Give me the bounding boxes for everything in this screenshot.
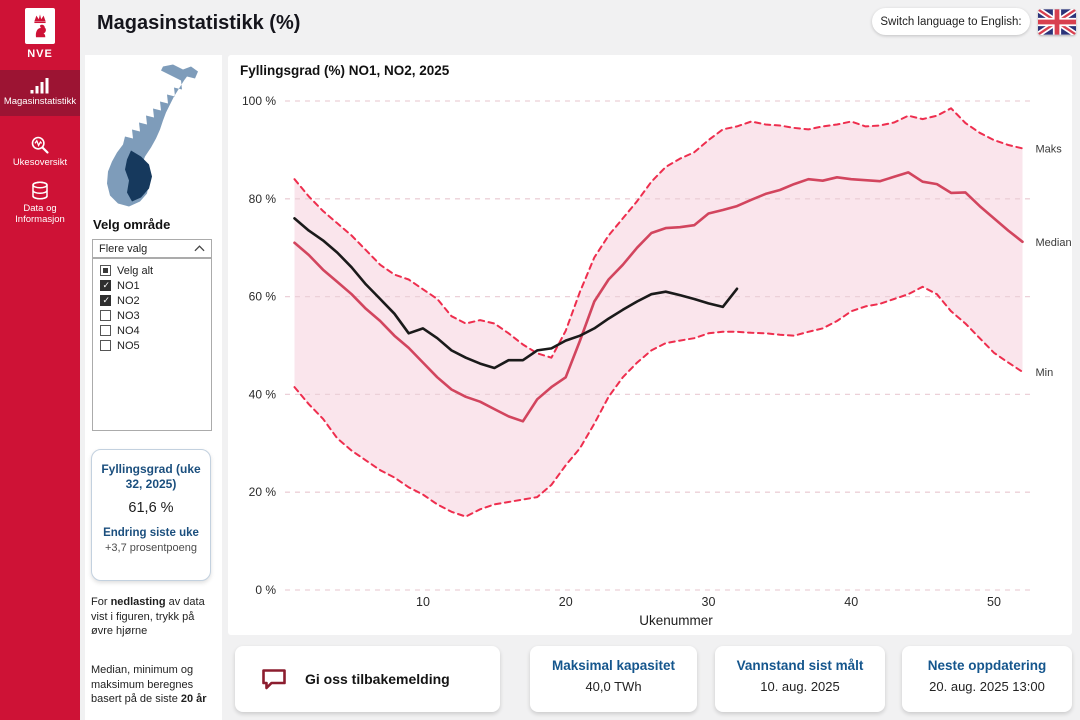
download-note: For nedlasting av data vist i figuren, t… (91, 596, 205, 638)
database-icon (32, 181, 48, 200)
checkbox-label: Velg alt (117, 264, 154, 277)
switch-language-label: Switch language to English: (880, 15, 1022, 28)
max-capacity-card: Maksimal kapasitet 40,0 TWh (530, 646, 697, 712)
last-measured-card: Vannstand sist målt 10. aug. 2025 (715, 646, 885, 712)
checkbox-option-no5[interactable]: NO5 (93, 338, 211, 353)
last-measured-title: Vannstand sist målt (736, 658, 864, 673)
x-axis-label: Ukenummer (639, 613, 713, 628)
summary-title: Fyllingsgrad (uke 32, 2025) (101, 462, 201, 491)
checkbox-label: NO4 (117, 324, 140, 337)
area-option-list: Velg alt NO1 NO2 NO3 NO4 NO5 (92, 258, 212, 431)
next-update-card: Neste oppdatering 20. aug. 2025 13:00 (902, 646, 1072, 712)
feedback-button[interactable]: Gi oss tilbakemelding (235, 646, 500, 712)
series-label-maks: Maks (1036, 143, 1063, 155)
summary-value: 61,6 % (128, 500, 174, 516)
checkbox-option-no4[interactable]: NO4 (93, 323, 211, 338)
max-capacity-value: 40,0 TWh (585, 679, 642, 694)
magnifier-pulse-icon (31, 136, 49, 154)
uk-flag-svg (1038, 9, 1076, 35)
chart-card: 0 % 20 % 40 % 60 % 80 % 100 % 10 20 30 40 50 Ukenum… (228, 55, 1072, 635)
sidebar-item-label: Ukesoversikt (12, 157, 68, 168)
max-capacity-title: Maksimal kapasitet (551, 658, 676, 673)
series-line-min (293, 285, 1024, 518)
checkbox-option-velg-alt[interactable]: Velg alt (93, 263, 211, 278)
checkbox-label: NO2 (117, 294, 140, 307)
area-dropdown-label: Flere valg (99, 242, 148, 255)
series-line-maks (293, 107, 1024, 359)
checkbox-icon (100, 265, 111, 276)
select-area-title: Velg område (93, 217, 171, 232)
x-tick-label: 50 (987, 595, 1001, 609)
series-label-median: Median (1036, 237, 1072, 249)
switch-language-button[interactable]: Switch language to English: (872, 8, 1030, 35)
next-update-title: Neste oppdatering (927, 658, 1047, 673)
last-measured-value: 10. aug. 2025 (760, 679, 840, 694)
y-tick-label: 60 % (249, 290, 277, 304)
feedback-label: Gi oss tilbakemelding (305, 671, 450, 687)
norway-outline (107, 64, 198, 207)
next-update-value: 20. aug. 2025 13:00 (929, 679, 1045, 694)
y-tick-label: 100 % (242, 94, 276, 108)
bar-chart-icon (30, 78, 49, 94)
x-tick-label: 40 (844, 595, 858, 609)
uk-flag-icon[interactable] (1038, 9, 1076, 35)
sidebar-item-data-og-informasjon[interactable]: Data og Informasjon (0, 174, 80, 234)
series-line-fyllingsgrad-2025 (293, 217, 739, 370)
series-line-median (293, 171, 1024, 423)
page-title: Magasinstatistikk (%) (97, 12, 301, 34)
checkbox-option-no3[interactable]: NO3 (93, 308, 211, 323)
checkbox-icon (100, 280, 111, 291)
norway-map[interactable] (97, 63, 202, 211)
x-tick-label: 10 (416, 595, 430, 609)
summary-change-label: Endring siste uke (103, 527, 199, 539)
checkbox-icon (100, 310, 111, 321)
sidebar-item-magasinstatistikk[interactable]: Magasinstatistikk (0, 70, 80, 116)
checkbox-icon (100, 325, 111, 336)
sidebar-item-label: Magasinstatistikk (3, 96, 77, 107)
median-note: Median, minimum og maksimum beregnes bas… (91, 664, 207, 706)
y-tick-label: 0 % (255, 583, 276, 597)
speech-bubble-icon (262, 668, 286, 689)
checkbox-option-no2[interactable]: NO2 (93, 293, 211, 308)
x-tick-label: 20 (559, 595, 573, 609)
checkbox-option-no1[interactable]: NO1 (93, 278, 211, 293)
summary-card: Fyllingsgrad (uke 32, 2025) 61,6 % Endri… (91, 449, 211, 581)
nve-logo-text: NVE (27, 48, 53, 60)
fyllingsgrad-chart: 0 % 20 % 40 % 60 % 80 % 100 % 10 20 30 40 50 Ukenum… (242, 94, 1072, 628)
checkbox-label: NO5 (117, 339, 140, 352)
checkbox-label: NO3 (117, 309, 140, 322)
y-tick-label: 20 % (249, 485, 277, 499)
chart-title: Fyllingsgrad (%) NO1, NO2, 2025 (240, 63, 450, 78)
nve-logo[interactable] (25, 8, 55, 44)
summary-change-value: +3,7 prosentpoeng (104, 542, 198, 554)
norway-south-region-selected (125, 150, 152, 202)
sidebar-item-ukesoversikt[interactable]: Ukesoversikt (0, 128, 80, 177)
filter-panel: Velg område Flere valg Velg alt NO1 NO2 NO3… (85, 55, 222, 720)
sidebar-item-label: Data og Informasjon (15, 203, 65, 225)
norway-map-svg (107, 64, 198, 207)
sidebar: NVE Magasinstatistikk Ukesoversikt (0, 0, 80, 720)
y-tick-label: 40 % (249, 387, 277, 401)
series-label-min: Min (1036, 367, 1054, 379)
nve-crown-lion-icon (34, 14, 46, 38)
chevron-up-icon (194, 245, 205, 252)
checkbox-label: NO1 (117, 279, 140, 292)
checkbox-icon (100, 295, 111, 306)
y-tick-label: 80 % (249, 192, 277, 206)
checkbox-icon (100, 340, 111, 351)
min-max-band (294, 108, 1023, 517)
x-tick-label: 30 (702, 595, 716, 609)
area-dropdown[interactable]: Flere valg (92, 239, 212, 258)
